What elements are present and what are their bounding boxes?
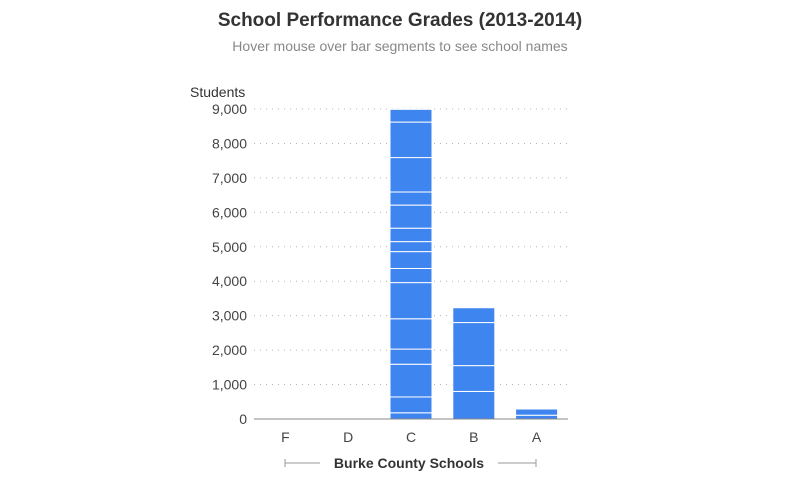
x-tick-label: C [406, 429, 416, 445]
bar-segment[interactable] [389, 227, 433, 243]
bar-segment[interactable] [389, 108, 433, 123]
bars [389, 108, 559, 420]
x-tick-label: F [281, 429, 290, 445]
bar-segment[interactable] [389, 363, 433, 398]
y-tick-label: 0 [239, 411, 247, 427]
bar-segment[interactable] [389, 191, 433, 206]
bar-segment[interactable] [452, 307, 496, 324]
bar-segment[interactable] [389, 396, 433, 414]
bar-segment[interactable] [389, 157, 433, 193]
bar-segment[interactable] [452, 322, 496, 367]
bar-segment[interactable] [389, 241, 433, 253]
y-tick-label: 4,000 [212, 273, 247, 289]
bar-segment[interactable] [389, 318, 433, 350]
x-tick-label: B [469, 429, 478, 445]
y-tick-label: 2,000 [212, 342, 247, 358]
chart-title: School Performance Grades (2013-2014) [217, 10, 583, 31]
bar-segment[interactable] [389, 348, 433, 365]
bar-segment[interactable] [452, 390, 496, 420]
bar-segment[interactable] [389, 267, 433, 284]
bar-segment[interactable] [389, 121, 433, 159]
bar-segment[interactable] [389, 251, 433, 269]
x-axis-label: Burke County Schools [334, 455, 484, 471]
x-axis-label-group: Burke County Schools [284, 455, 537, 471]
bar-segment[interactable] [452, 365, 496, 392]
y-tick-label: 9,000 [212, 101, 247, 117]
bar-segment[interactable] [515, 408, 559, 416]
bar-C [389, 108, 433, 420]
y-tick-label: 7,000 [212, 170, 247, 186]
y-tick-label: 3,000 [212, 308, 247, 324]
y-axis-ticks: 0 1,000 2,000 3,000 4,000 5,000 6,000 7,000 8,00… [212, 101, 247, 427]
y-axis-label: Students [190, 84, 245, 100]
x-tick-label: D [343, 429, 353, 445]
y-tick-label: 5,000 [212, 239, 247, 255]
y-tick-label: 8,000 [212, 135, 247, 151]
bar-segment[interactable] [389, 282, 433, 320]
y-tick-label: 1,000 [212, 377, 247, 393]
chart-subtitle: Hover mouse over bar segments to see sch… [232, 38, 568, 54]
bar-segment[interactable] [389, 204, 433, 229]
bar-segment[interactable] [515, 414, 559, 420]
bar-segment[interactable] [389, 412, 433, 420]
x-tick-label: A [532, 429, 542, 445]
y-tick-label: 6,000 [212, 204, 247, 220]
bar-B [452, 307, 496, 420]
bar-A [515, 408, 559, 420]
